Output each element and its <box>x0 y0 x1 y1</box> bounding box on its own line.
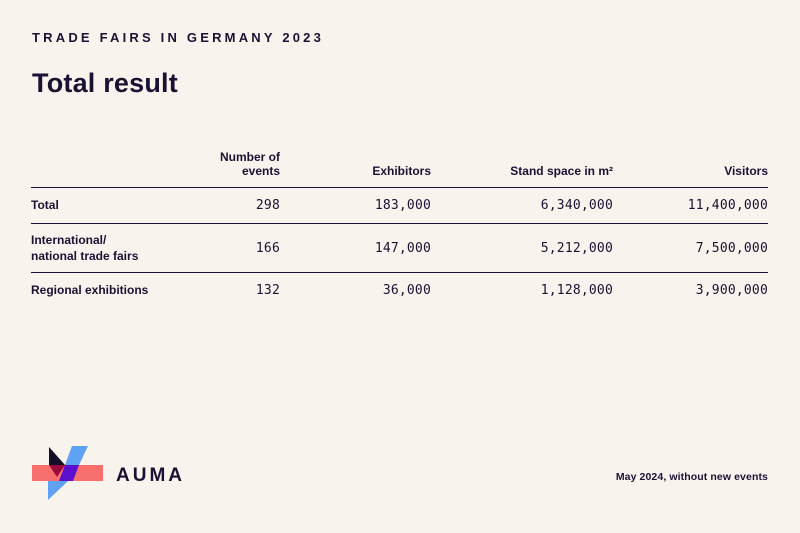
cell-stand-space: 5,212,000 <box>431 223 613 273</box>
column-header-exhibitors: Exhibitors <box>280 150 431 188</box>
cell-events: 132 <box>255 282 280 298</box>
row-label: Total <box>31 187 180 224</box>
page-title: Total result <box>32 68 178 98</box>
cell-stand-space: 1,128,000 <box>540 282 613 298</box>
table-row: Regional exhibitions 132 36,000 1,128,00… <box>31 273 768 308</box>
cell-events: 166 <box>180 223 280 273</box>
table-row: International/ national trade fairs 166 … <box>31 223 768 273</box>
cell-visitors: 7,500,000 <box>613 223 768 273</box>
kicker: TRADE FAIRS IN GERMANY 2023 <box>32 30 325 45</box>
auma-logo-icon <box>32 446 103 500</box>
footer-note: May 2024, without new events <box>615 471 768 483</box>
cell-exhibitors: 36,000 <box>382 282 431 298</box>
cell-events: 298 <box>180 187 280 224</box>
cell-visitors: 3,900,000 <box>695 282 768 298</box>
table-row: Total 298 183,000 6,340,000 11,400,000 <box>31 187 768 224</box>
cell-stand-space: 6,340,000 <box>431 187 613 224</box>
column-header-visitors: Visitors <box>613 150 768 188</box>
row-label: Regional exhibitions <box>31 283 149 298</box>
cell-exhibitors: 147,000 <box>280 223 431 273</box>
row-label: International/ national trade fairs <box>31 223 180 273</box>
column-header-events: Number of events <box>180 150 280 188</box>
table-header-row: Number of events Exhibitors Stand space … <box>31 150 768 188</box>
column-header-empty <box>31 150 180 188</box>
results-table: Number of events Exhibitors Stand space … <box>31 150 768 308</box>
cell-visitors: 11,400,000 <box>613 187 768 224</box>
auma-wordmark: AUMA <box>116 465 185 486</box>
column-header-stand-space: Stand space in m² <box>431 150 613 188</box>
cell-exhibitors: 183,000 <box>280 187 431 224</box>
